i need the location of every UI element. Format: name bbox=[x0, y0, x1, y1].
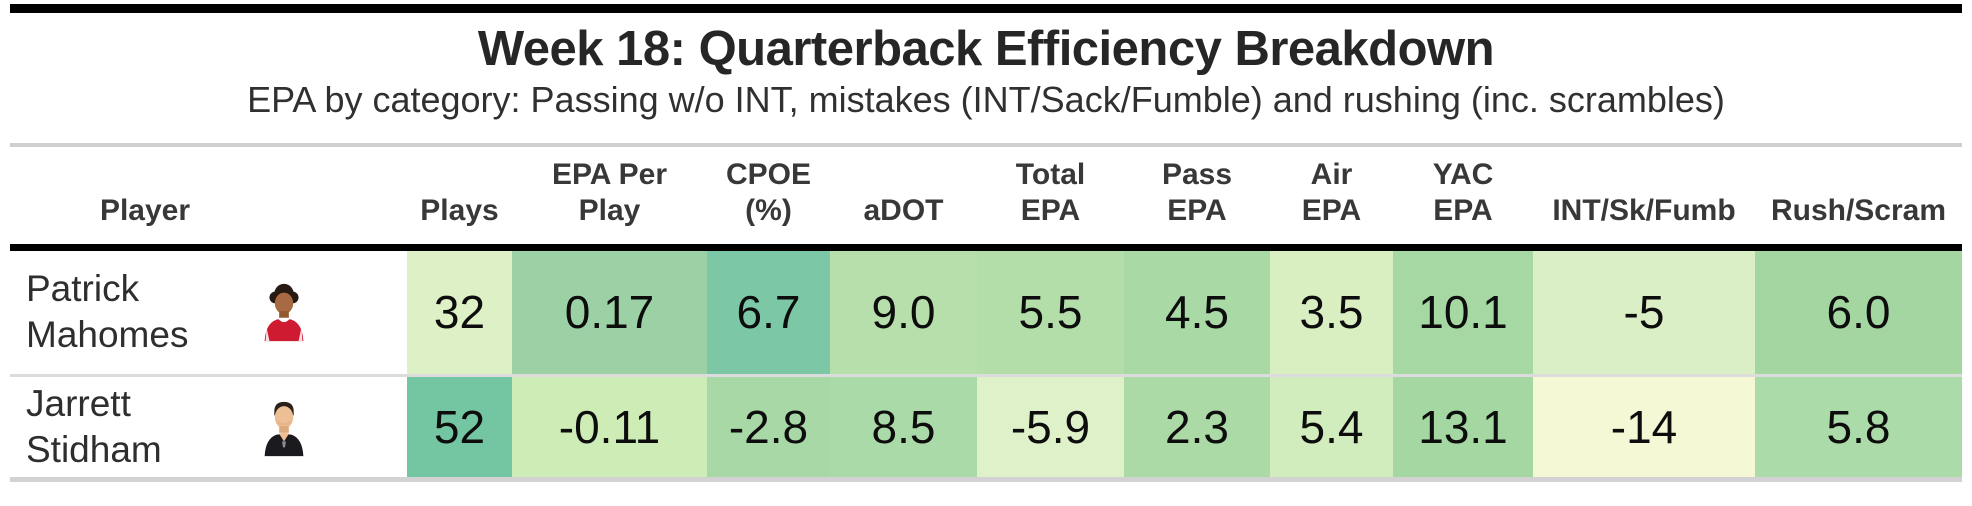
cell-pass-epa: 4.5 bbox=[1124, 247, 1270, 375]
page-subtitle: EPA by category: Passing w/o INT, mistak… bbox=[247, 79, 1725, 120]
col-header-total-epa: Total EPA bbox=[977, 147, 1124, 251]
cell-rush-scram: 6.0 bbox=[1755, 247, 1962, 375]
cell-plays: 52 bbox=[407, 373, 512, 482]
col-header-player: Player bbox=[10, 147, 407, 251]
cell-yac-epa: 13.1 bbox=[1393, 373, 1533, 482]
cell-pass-epa: 2.3 bbox=[1124, 373, 1270, 482]
col-header-int-sk-fumb: INT/Sk/Fumb bbox=[1533, 147, 1755, 251]
table-row-mahomes: Patrick Mahomes bbox=[10, 247, 1962, 375]
jarrett-stidham-photo bbox=[264, 401, 304, 456]
top-black-bar bbox=[10, 4, 1962, 13]
cell-adot: 9.0 bbox=[830, 247, 977, 375]
heading-divider bbox=[10, 143, 1962, 147]
cell-int-sk-fumb: -5 bbox=[1533, 247, 1755, 375]
cell-air-epa: 3.5 bbox=[1270, 247, 1393, 375]
col-header-pass-epa: Pass EPA bbox=[1124, 147, 1270, 251]
cell-yac-epa: 10.1 bbox=[1393, 247, 1533, 375]
cell-cpoe: 6.7 bbox=[707, 247, 830, 375]
qb-efficiency-card: Week 18: Quarterback Efficiency Breakdow… bbox=[10, 4, 1962, 482]
col-header-adot: aDOT bbox=[830, 147, 977, 251]
col-header-air-epa: Air EPA bbox=[1270, 147, 1393, 251]
col-header-rush-scram: Rush/Scram bbox=[1755, 147, 1962, 251]
player-cell: Jarrett Stidham bbox=[10, 373, 407, 482]
cell-epa-per-play: 0.17 bbox=[512, 247, 707, 375]
cell-adot: 8.5 bbox=[830, 373, 977, 482]
col-header-plays: Plays bbox=[407, 147, 512, 251]
cell-plays: 32 bbox=[407, 247, 512, 375]
col-header-epa-per-play: EPA Per Play bbox=[512, 147, 707, 251]
col-header-cpoe: CPOE (%) bbox=[707, 147, 830, 251]
header-row: Player Plays EPA Per Play CPOE (%) aDOT … bbox=[10, 147, 1962, 251]
col-header-yac-epa: YAC EPA bbox=[1393, 147, 1533, 251]
qb-stats-table: Player Plays EPA Per Play CPOE (%) aDOT … bbox=[10, 147, 1962, 482]
cell-air-epa: 5.4 bbox=[1270, 373, 1393, 482]
page-title: Week 18: Quarterback Efficiency Breakdow… bbox=[477, 22, 1495, 76]
cell-total-epa: -5.9 bbox=[977, 373, 1124, 482]
player-cell: Patrick Mahomes bbox=[10, 247, 407, 375]
patrick-mahomes-photo bbox=[264, 283, 304, 342]
cell-rush-scram: 5.8 bbox=[1755, 373, 1962, 482]
player-name: Patrick Mahomes bbox=[26, 268, 189, 355]
cell-epa-per-play: -0.11 bbox=[512, 373, 707, 482]
player-name: Jarrett Stidham bbox=[26, 382, 162, 470]
cell-total-epa: 5.5 bbox=[977, 247, 1124, 375]
cell-cpoe: -2.8 bbox=[707, 373, 830, 482]
cell-int-sk-fumb: -14 bbox=[1533, 373, 1755, 482]
table-row-stidham: Jarrett Stidham 52 -0.11 bbox=[10, 373, 1962, 482]
